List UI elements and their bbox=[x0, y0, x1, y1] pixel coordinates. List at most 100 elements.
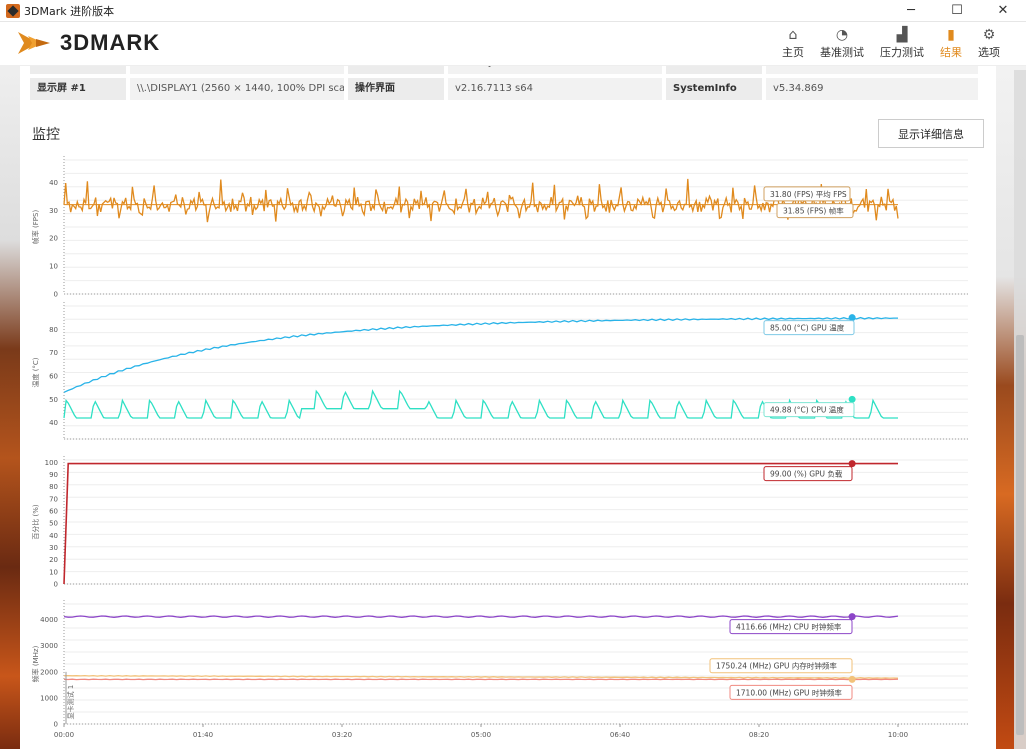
y-tick-label: 50 bbox=[49, 520, 58, 528]
nav-benchmarks[interactable]: ◔ 基准测试 bbox=[820, 26, 864, 60]
monitoring-charts: 0 10 20 30 40 帧率 (FPS) 31.80 (FPS) 平均 FPS 31.85… bbox=[31, 156, 968, 739]
minimize-button[interactable]: ─ bbox=[907, 3, 915, 18]
info-value-time: 2020-12-03 23:50 +08:00 bbox=[766, 66, 978, 74]
gpu-load-line bbox=[63, 462, 898, 585]
y-axis-label: 帧率 (FPS) bbox=[31, 210, 40, 245]
nav-home-label: 主页 bbox=[782, 46, 804, 59]
x-tick-label: 00:00 bbox=[54, 731, 74, 739]
background-art-left bbox=[0, 22, 20, 749]
nav-results-label: 结果 bbox=[940, 46, 962, 59]
home-icon: ⌂ bbox=[788, 27, 798, 43]
close-button[interactable]: ✕ bbox=[997, 3, 1009, 18]
value-tag-box bbox=[763, 186, 851, 202]
value-tag-text: 1750.24 (MHz) GPU 内存时钟频率 bbox=[716, 661, 837, 671]
value-tag-text: 85.00 (°C) GPU 温度 bbox=[770, 323, 845, 333]
gpu-temperature-line bbox=[63, 316, 898, 393]
main-nav: ⌂ 主页 ◔ 基准测试 ▟ 压力测试 ▮ 结果 ⚙ 选项 bbox=[766, 26, 1000, 60]
chart-panel-2: 40 50 60 70 80 温度 (°C) 85.00 (°C) GPU 温度 49.88 … bbox=[31, 302, 968, 440]
nav-options[interactable]: ⚙ 选项 bbox=[978, 26, 1000, 60]
y-tick-label: 3000 bbox=[40, 642, 58, 650]
y-tick-label: 60 bbox=[49, 508, 58, 516]
fps-series-line bbox=[63, 178, 899, 223]
chart-panel-4: 0 1000 2000 3000 4000 频率 (MHz) 4116.66 (MHz) C… bbox=[31, 600, 968, 739]
logo-mark-icon bbox=[18, 32, 50, 54]
info-value-cpu: AMD Ryzen 5 3600 6-Core Processor bbox=[448, 66, 662, 74]
y-tick-label: 10 bbox=[49, 263, 58, 271]
y-tick-label: 50 bbox=[49, 396, 58, 404]
info-row-hardware: GPU NVIDIA GeForce RTX 2070 SUPER CPU AM… bbox=[30, 66, 986, 74]
logo-text: 3DMARK bbox=[60, 30, 161, 55]
y-axis-label: 百分比 (%) bbox=[31, 504, 40, 540]
scrollbar[interactable] bbox=[1014, 70, 1026, 749]
y-tick-label: 2000 bbox=[40, 668, 58, 676]
y-tick-label: 60 bbox=[49, 373, 58, 381]
series-end-marker bbox=[848, 395, 856, 403]
y-tick-label: 0 bbox=[54, 291, 58, 299]
value-tag-box bbox=[763, 320, 855, 336]
info-key-gpu: GPU bbox=[30, 66, 126, 74]
y-tick-label: 30 bbox=[49, 207, 58, 215]
info-key-cpu: CPU bbox=[348, 66, 444, 74]
series-end-marker bbox=[848, 460, 856, 468]
maximize-button[interactable]: ☐ bbox=[951, 3, 963, 18]
info-key-systeminfo: SystemInfo bbox=[666, 78, 762, 100]
nav-stress-tests-label: 压力测试 bbox=[880, 46, 924, 59]
value-tag-box bbox=[763, 402, 855, 418]
bar-chart-icon: ▟ bbox=[896, 27, 908, 43]
gpu-memory-clock-line bbox=[64, 674, 899, 679]
y-tick-label: 80 bbox=[49, 326, 58, 334]
value-tag-text: 31.85 (FPS) 帧率 bbox=[783, 206, 844, 216]
y-tick-label: 90 bbox=[49, 471, 58, 479]
y-tick-label: 4000 bbox=[40, 616, 58, 624]
x-tick-label: 06:40 bbox=[610, 731, 630, 739]
value-tag-box bbox=[729, 619, 853, 635]
y-tick-label: 40 bbox=[49, 179, 58, 187]
x-tick-label: 01:40 bbox=[193, 731, 213, 739]
cpu-temperature-line bbox=[63, 389, 898, 420]
info-value-gpu: NVIDIA GeForce RTX 2070 SUPER bbox=[130, 66, 344, 74]
info-key-display: 显示屏 #1 bbox=[30, 78, 126, 100]
test-marker-label: 显卡测试 1 bbox=[66, 685, 75, 720]
nav-results[interactable]: ▮ 结果 bbox=[940, 26, 962, 60]
y-tick-label: 20 bbox=[49, 235, 58, 243]
cpu-clock-line bbox=[63, 615, 899, 618]
chart-panel-3: 0 10 20 30 40 50 60 70 80 90 100 百分比 (%) 99.00 (%) G… bbox=[31, 456, 968, 589]
chart-panel-1: 0 10 20 30 40 帧率 (FPS) 31.80 (FPS) 平均 FPS 31.85… bbox=[31, 156, 968, 299]
y-tick-label: 40 bbox=[49, 419, 58, 427]
info-value-display: \\.\DISPLAY1 (2560 × 1440, 100% DPI scal… bbox=[130, 78, 344, 100]
info-key-interface: 操作界面 bbox=[348, 78, 444, 100]
y-tick-label: 40 bbox=[49, 532, 58, 540]
info-key-time: 时间 bbox=[666, 66, 762, 74]
y-tick-label: 80 bbox=[49, 483, 58, 491]
gear-icon: ⚙ bbox=[982, 27, 996, 43]
y-axis-label: 温度 (°C) bbox=[31, 357, 40, 387]
info-row-software: 显示屏 #1 \\.\DISPLAY1 (2560 × 1440, 100% D… bbox=[30, 78, 986, 100]
y-tick-label: 70 bbox=[49, 495, 58, 503]
show-details-button[interactable]: 显示详细信息 bbox=[878, 119, 984, 148]
x-tick-label: 10:00 bbox=[888, 731, 908, 739]
nav-stress-tests[interactable]: ▟ 压力测试 bbox=[880, 26, 924, 60]
value-tag-box bbox=[709, 658, 853, 674]
scrollbar-thumb[interactable] bbox=[1016, 335, 1024, 735]
x-tick-label: 08:20 bbox=[749, 731, 769, 739]
monitor-title: 监控 bbox=[32, 127, 60, 143]
brand-logo[interactable]: 3DMARK bbox=[16, 28, 160, 58]
value-tag-text: 1710.00 (MHz) GPU 时钟频率 bbox=[736, 687, 842, 697]
app-header: 3DMARK ⌂ 主页 ◔ 基准测试 ▟ 压力测试 ▮ 结果 ⚙ 选项 bbox=[0, 22, 1026, 66]
series-end-marker bbox=[848, 675, 856, 683]
y-tick-label: 1000 bbox=[40, 694, 58, 702]
y-tick-label: 70 bbox=[49, 349, 58, 357]
nav-home[interactable]: ⌂ 主页 bbox=[782, 26, 804, 60]
results-content: GPU NVIDIA GeForce RTX 2070 SUPER CPU AM… bbox=[20, 66, 996, 749]
value-tag-text: 31.80 (FPS) 平均 FPS bbox=[770, 189, 847, 199]
info-value-interface: v2.16.7113 s64 bbox=[448, 78, 662, 100]
x-tick-label: 05:00 bbox=[471, 731, 491, 739]
x-tick-label: 03:20 bbox=[332, 731, 352, 739]
y-tick-label: 100 bbox=[45, 459, 58, 467]
y-tick-label: 20 bbox=[49, 556, 58, 564]
app-icon bbox=[6, 3, 20, 18]
value-tag-text: 4116.66 (MHz) CPU 时钟频率 bbox=[736, 622, 842, 632]
value-tag-text: 99.00 (%) GPU 负载 bbox=[770, 469, 843, 479]
results-icon: ▮ bbox=[947, 27, 955, 43]
value-tag-box bbox=[729, 684, 853, 700]
